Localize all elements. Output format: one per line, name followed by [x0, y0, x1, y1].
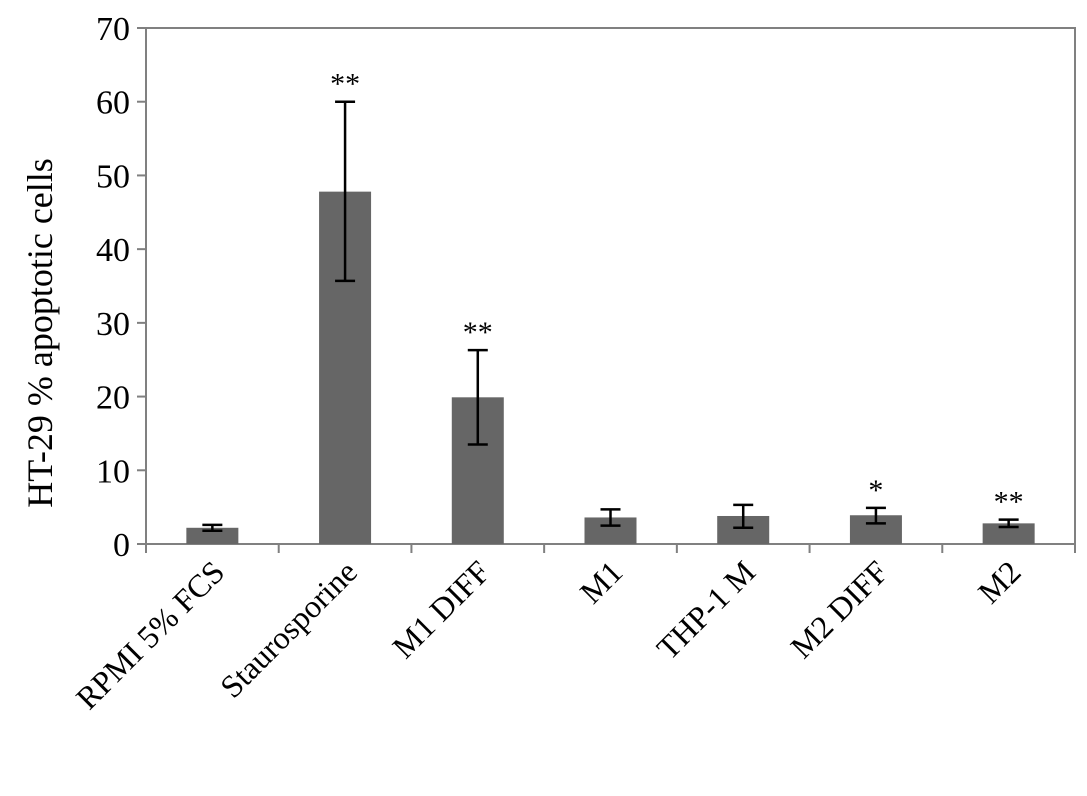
category-label: M1 DIFF: [385, 553, 497, 665]
y-axis: 0 10 20 30 40 50 60 70: [96, 11, 1076, 564]
y-tick-label: 70: [96, 11, 130, 48]
significance-markers: ***** **: [330, 68, 1024, 519]
category-label: Staurosporine: [213, 553, 364, 704]
category-label: THP-1 M: [649, 553, 762, 666]
y-axis-title: HT-29 % apoptotic cells: [20, 158, 60, 508]
y-tick-label: 50: [96, 158, 130, 195]
bars: [186, 191, 1035, 544]
category-label: M2 DIFF: [783, 553, 895, 665]
plot-frame: [145, 27, 1076, 545]
y-tick-label: 60: [96, 85, 130, 122]
category-label: M1: [573, 553, 630, 610]
category-label: RPMI 5% FCS: [69, 553, 232, 716]
significance-marker: **: [330, 68, 360, 101]
y-tick-label: 30: [96, 306, 130, 343]
bar: [186, 527, 239, 544]
y-tick-label: 10: [96, 453, 130, 490]
significance-marker: **: [463, 316, 493, 349]
significance-marker: **: [994, 486, 1024, 519]
significance-marker: *: [868, 474, 883, 507]
y-tick-label: 40: [96, 232, 130, 269]
y-tick-label: 0: [113, 527, 130, 564]
bar: [982, 523, 1035, 544]
error-bars: [202, 100, 1019, 532]
y-tick-label: 20: [96, 380, 130, 417]
category-label: M2: [971, 553, 1028, 610]
